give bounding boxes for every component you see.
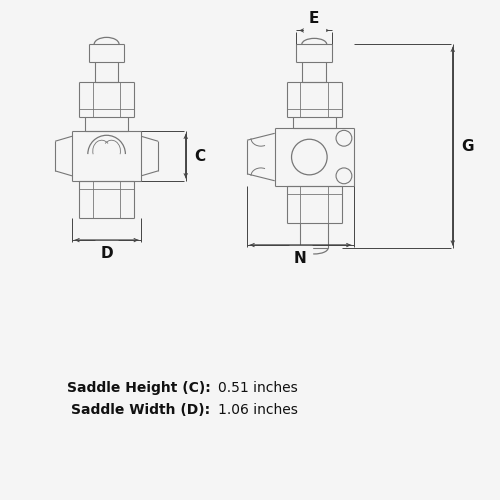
Text: N: N <box>294 252 307 266</box>
Text: Saddle Height (C):: Saddle Height (C): <box>66 382 210 396</box>
Text: Saddle Width (D):: Saddle Width (D): <box>72 403 210 417</box>
Text: G: G <box>462 138 474 154</box>
Text: 1.06 inches: 1.06 inches <box>218 403 298 417</box>
Text: E: E <box>309 11 320 26</box>
Text: 0.51 inches: 0.51 inches <box>218 382 298 396</box>
Text: D: D <box>100 246 113 262</box>
Text: C: C <box>194 148 205 164</box>
